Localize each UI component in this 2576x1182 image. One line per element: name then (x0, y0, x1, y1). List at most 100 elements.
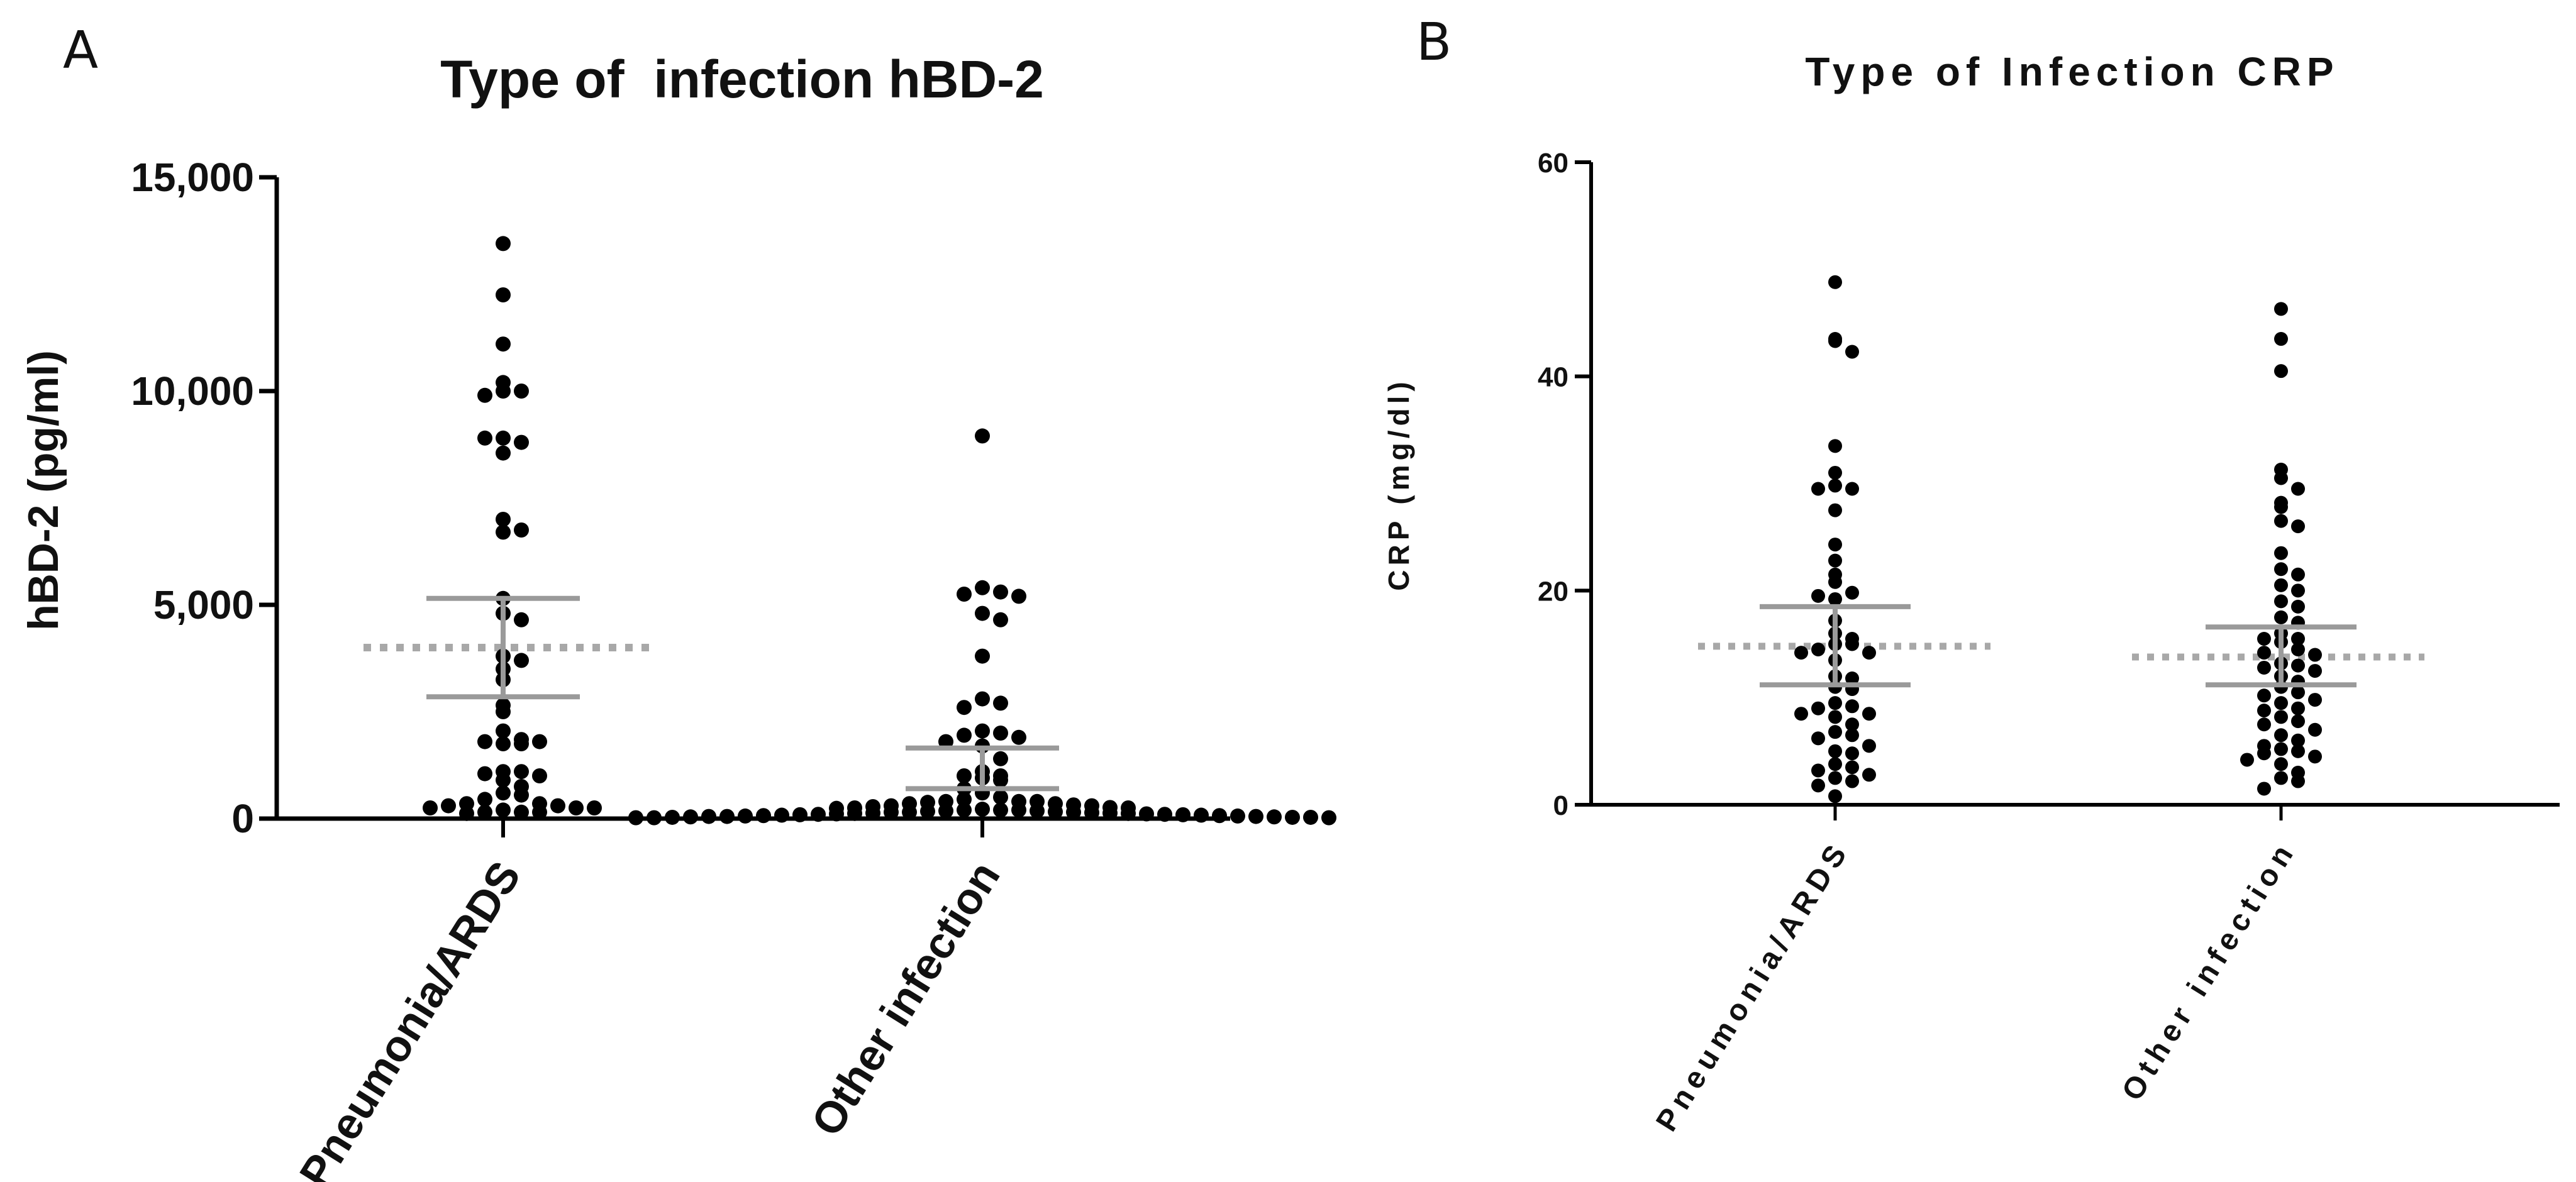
panel-a-series-1-point-30 (514, 764, 529, 780)
panel-b-series-2-point-23 (2291, 643, 2305, 657)
panel-a-series-1-point-27 (496, 736, 511, 751)
panel-b-series-2-point-4 (2274, 471, 2288, 485)
panel-b-series-2-point-33 (2291, 685, 2305, 700)
panel-b-series-1-point-50 (1828, 789, 1842, 804)
panel-b-series-2-point-47 (2291, 744, 2305, 758)
panel-b-series-1-point-37 (1828, 725, 1842, 739)
panel-b-series-1-point-47 (1828, 771, 1842, 785)
panel-a-series-2-point-62 (1175, 807, 1191, 822)
panel-b-series-1-point-15 (1811, 588, 1825, 603)
panel-a-series-2-point-17 (993, 751, 1008, 766)
panel-a-series-2-point-0 (975, 428, 990, 444)
panel-b-series-1-point-41 (1828, 744, 1842, 758)
panel-a-series-2-point-14 (1011, 729, 1026, 745)
panel-b-error-bars (1760, 604, 2357, 688)
panel-a-y-tick-label-3: 15,000 (131, 155, 254, 200)
panel-b-series-1-point-44 (1845, 760, 1859, 775)
panel-b-series-2-point-54 (2291, 774, 2305, 788)
panel-a-series-1-point-32 (532, 768, 547, 783)
panel-a-series-2-point-74 (1285, 809, 1300, 825)
panel-a-series-2-point-41 (975, 802, 990, 817)
panel-b-series-2-point-38 (2257, 704, 2271, 718)
panel-a-series-1-point-26 (532, 734, 547, 749)
panel-a-series-2-point-67 (738, 808, 753, 824)
panel-a-series-2-point-1 (975, 580, 990, 595)
panel-a-series-2-point-79 (628, 810, 643, 826)
panel-b-series-2-point-40 (2291, 714, 2305, 729)
panel-a-series-2-point-5 (975, 605, 990, 621)
panel-a-series-2-point-49 (902, 804, 917, 820)
panel-b-series-2-point-15 (2274, 594, 2288, 609)
panel-b-series-2-point-55 (2257, 782, 2271, 796)
panel-b-series-1-point-35 (1828, 710, 1842, 724)
panel-b-series-1-point-6 (1828, 478, 1842, 493)
panel-a-series-2-point-57 (829, 806, 844, 822)
panel-a-series-2-point-51 (884, 804, 899, 820)
panel-b-series-1-point-7 (1845, 482, 1859, 496)
panel-a-series-2-point-43 (957, 802, 972, 818)
panel-b-series-2-point-20 (2291, 631, 2305, 646)
panel-a-series-2-point-55 (847, 805, 862, 821)
panel-b-series-2-point-16 (2291, 599, 2305, 614)
panel-b-series-2-point-13 (2274, 578, 2288, 592)
panel-a-series-2-point-46 (1030, 803, 1045, 819)
panel-a-y-ticks: 0 5,000 10,000 15,000 (131, 155, 277, 841)
panel-b-series-2-point-34 (2257, 688, 2271, 703)
panel-a-x-tick-label-1: Pneumonia/ARDS (290, 853, 530, 1182)
panel-b-series-2-point-50 (2240, 753, 2254, 767)
panel-b: B Type of Infection CRP CRP (mg/dl) 0 20 4… (1382, 13, 2560, 1137)
panel-b-series-2-point-37 (2291, 701, 2305, 715)
panel-b-series-2-point-41 (2257, 717, 2271, 732)
panel-b-series-1-point-23 (1862, 646, 1876, 660)
panel-b-y-ticks: 0 20 40 60 (1538, 148, 1591, 821)
panel-a-series-2-point-20 (957, 768, 972, 783)
panel-a-series-2-point-77 (647, 810, 662, 826)
panel-a-data-points (423, 236, 1336, 826)
panel-b-series-2-point-28 (2257, 660, 2271, 675)
panel-b-series-1-point-11 (1828, 553, 1842, 568)
panel-a-series-2-point-71 (701, 809, 716, 824)
panel-a-series-1-point-41 (441, 798, 456, 814)
panel-b-series-1-point-33 (1862, 707, 1876, 721)
panel-a-series-2-point-72 (1267, 809, 1282, 825)
panel-b-series-1-point-5 (1828, 465, 1842, 480)
panel-a-series-1-point-42 (569, 800, 584, 815)
panel-a-series-2-point-3 (957, 587, 972, 602)
panel-b-series-1-point-22 (1811, 643, 1825, 657)
panel-a-y-tick-label-2: 10,000 (131, 368, 254, 414)
panel-b-series-1-point-31 (1845, 699, 1859, 714)
panel-a-series-1-point-48 (532, 804, 547, 820)
panel-b-y-tick-label-0: 0 (1553, 790, 1568, 821)
panel-a-series-1-point-37 (477, 792, 492, 807)
panel-a-series-2-point-64 (1194, 807, 1209, 823)
panel-a-series-1-point-45 (496, 802, 511, 818)
panel-b-series-2-point-48 (2257, 746, 2271, 761)
panel-a-series-1-point-25 (477, 734, 492, 749)
panel-b-series-2-point-9 (2291, 519, 2305, 534)
panel-a-series-1-point-47 (477, 804, 492, 820)
panel-b-series-1-point-14 (1845, 585, 1859, 600)
panel-b-series-2-point-11 (2274, 562, 2288, 577)
panel-a-series-1-point-22 (496, 704, 511, 719)
panel-b-series-2-point-1 (2274, 332, 2288, 346)
panel-a-series-2-point-78 (1321, 810, 1336, 826)
panel-b-series-2-point-36 (2274, 696, 2288, 710)
panel-b-series-2-point-27 (2291, 658, 2305, 673)
panel-a-series-2-point-6 (993, 612, 1008, 627)
panel-b-series-1-point-30 (1828, 696, 1842, 710)
panel-a-series-2-point-70 (1248, 809, 1263, 824)
panel-a-series-1-point-16 (514, 612, 529, 627)
panel-a-series-1-point-9 (477, 430, 492, 446)
panel-b-series-2-point-21 (2257, 631, 2271, 646)
panel-b-series-2-point-7 (2274, 500, 2288, 514)
panel-a-series-1-point-10 (496, 445, 511, 461)
panel-a-series-1-point-44 (587, 800, 602, 815)
panel-b-series-1-point-0 (1828, 275, 1842, 289)
panel-a-series-1-point-11 (496, 512, 511, 527)
panel-a-series-2-point-50 (1066, 804, 1081, 820)
panel-a-series-1-point-36 (514, 787, 529, 803)
panel-b-series-1-point-10 (1828, 538, 1842, 552)
panel-b-series-1-point-36 (1845, 717, 1859, 732)
panel-a-series-2-point-12 (993, 726, 1008, 741)
